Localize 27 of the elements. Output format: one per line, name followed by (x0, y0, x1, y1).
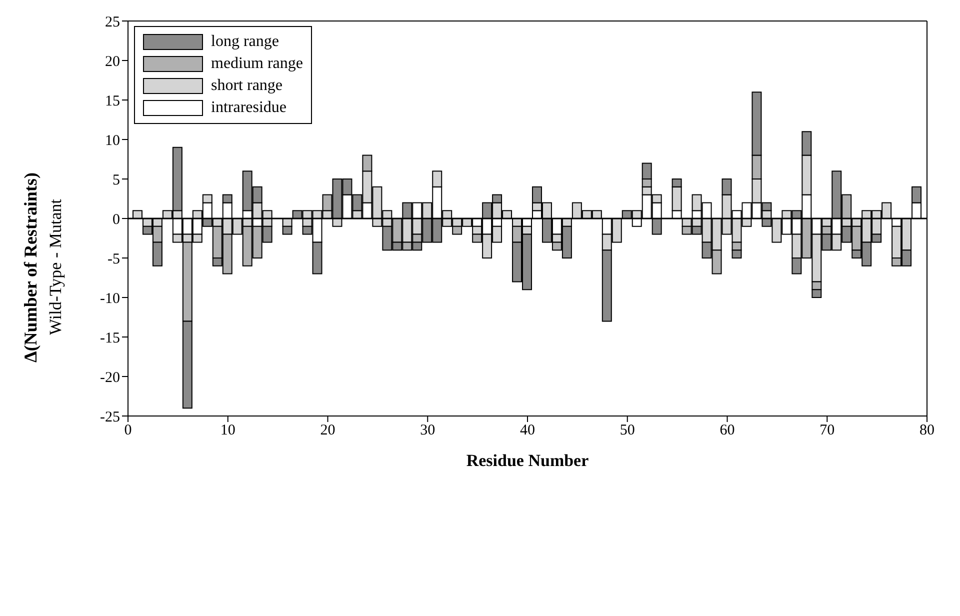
text: Wild-Type - Mutant (46, 199, 66, 335)
y-tick-label: 25 (105, 14, 120, 30)
x-tick-label: 30 (420, 422, 436, 439)
y-tick-label: -15 (100, 330, 120, 346)
x-tick-label: 0 (124, 422, 132, 439)
x-tick-label: 80 (920, 422, 934, 439)
y-tick-label: 5 (112, 172, 120, 188)
legend-label: intraresidue (211, 99, 287, 117)
legend-label: long range (211, 33, 279, 51)
y-tick-label: 10 (105, 132, 120, 149)
y-tick-label: -25 (100, 409, 120, 426)
y-tick-label: 15 (105, 93, 120, 110)
x-tick-label: 10 (220, 422, 236, 439)
y-axis-title: Δ(Number of Restraints) (20, 172, 42, 362)
x-axis-title: Residue Number (466, 451, 590, 470)
x-tick-label: 70 (820, 422, 835, 439)
legend-label: medium range (211, 55, 303, 73)
y-tick-label: 20 (105, 54, 120, 70)
x-tick-label: 20 (320, 422, 336, 439)
legend-label: short range (211, 77, 283, 95)
y-tick-label: -10 (100, 290, 120, 307)
x-tick-label: 40 (520, 422, 535, 439)
x-tick-label: 60 (720, 422, 735, 439)
y-tick-label: -5 (108, 251, 120, 268)
y-tick-label: -20 (100, 370, 120, 386)
x-tick-label: 50 (620, 422, 635, 439)
y-tick-label: 0 (112, 212, 120, 228)
